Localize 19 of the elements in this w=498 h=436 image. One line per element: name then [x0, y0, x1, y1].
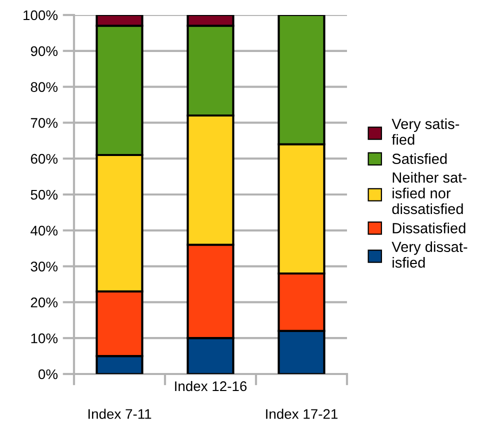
y-tick-label: 0%: [38, 369, 58, 380]
y-tick-label: 100%: [24, 10, 58, 20]
x-tick-label: Index 12-16: [175, 380, 247, 392]
x-tick-label: Index 17-21: [266, 408, 338, 419]
y-tick-label: 40%: [30, 226, 58, 236]
y-tick-label: 20%: [30, 298, 58, 308]
y-tick-label: 30%: [30, 262, 58, 272]
y-tick-label: 90%: [30, 46, 58, 56]
legend-label: Very dissat- isfied: [392, 241, 468, 268]
y-tick-label: 60%: [30, 154, 58, 164]
y-tick-label: 80%: [30, 82, 58, 92]
x-tick-label: Index 7-11: [88, 408, 152, 419]
legend-label: Very satis- fied: [392, 118, 460, 145]
legend-label: Satisfied: [392, 153, 447, 164]
y-tick-label: 50%: [30, 190, 58, 200]
y-tick-label: 70%: [30, 118, 58, 128]
legend-label: Dissatisfied: [392, 222, 466, 234]
legend-label: Neither sat- isfied nor dissatisfied: [392, 172, 466, 214]
y-tick-label: 10%: [31, 333, 58, 344]
